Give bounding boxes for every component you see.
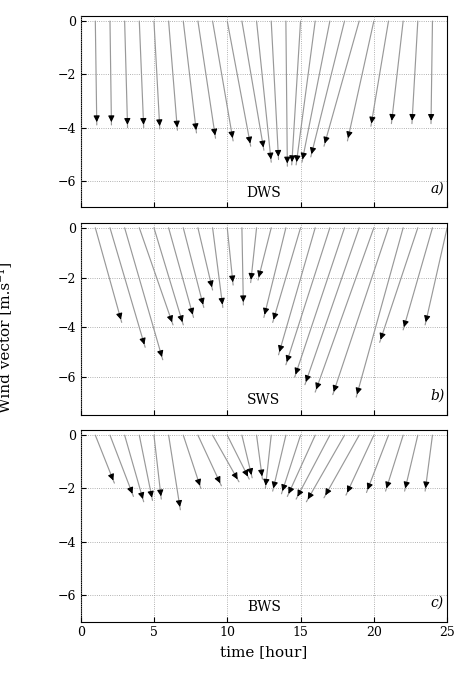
X-axis label: time [hour]: time [hour] bbox=[220, 645, 307, 659]
Text: c): c) bbox=[431, 596, 444, 610]
Text: SWS: SWS bbox=[247, 393, 281, 407]
Text: a): a) bbox=[431, 182, 444, 196]
Text: Wind vector [m.s⁻¹]: Wind vector [m.s⁻¹] bbox=[0, 262, 12, 412]
Text: b): b) bbox=[431, 389, 445, 403]
Text: BWS: BWS bbox=[247, 600, 281, 614]
Text: DWS: DWS bbox=[247, 186, 281, 200]
